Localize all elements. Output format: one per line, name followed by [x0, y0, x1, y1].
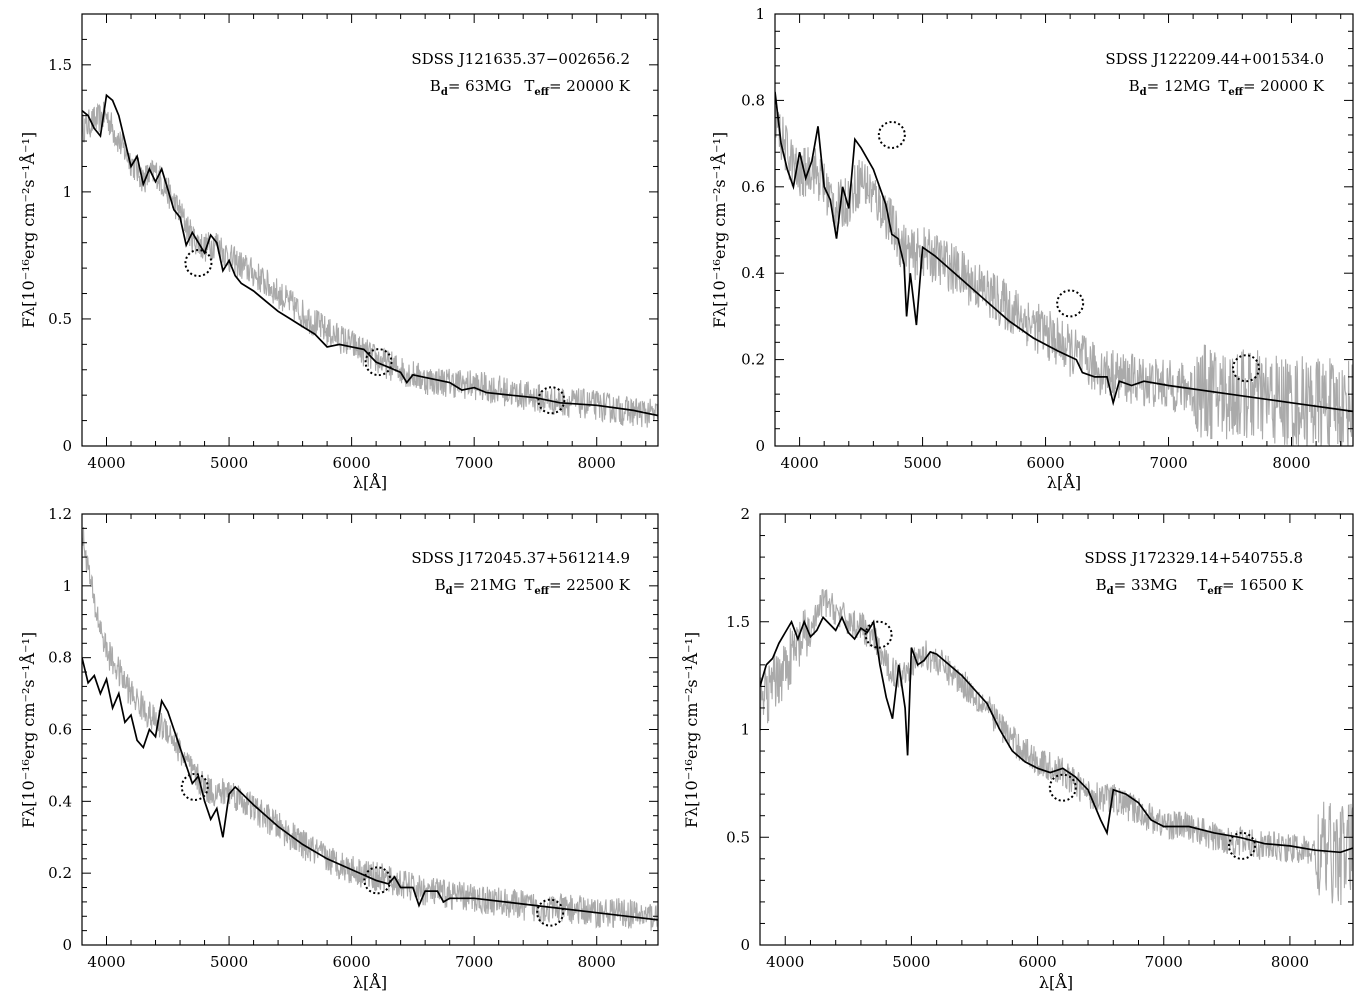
panel-sdss-j121635: SDSS J121635.37−002656.2 Bd= 63MG Teff= …: [18, 13, 659, 492]
y-tick-label: 1.5: [726, 613, 750, 631]
annotation-params: Bd= 21MG Teff= 22500 K: [435, 576, 631, 597]
y-tick-label: 1: [755, 5, 765, 23]
x-tick-label: 6000: [333, 953, 371, 971]
x-tick-label: 8000: [1271, 953, 1309, 971]
x-tick-label: 5000: [210, 454, 248, 472]
x-tick-label: 5000: [892, 953, 930, 971]
y-tick-label: 0.2: [48, 864, 72, 882]
y-tick-label: 0.8: [48, 649, 72, 667]
x-axis-label: λ[Å]: [1039, 972, 1073, 992]
x-axis-label: λ[Å]: [1047, 472, 1081, 492]
y-tick-label: 1.5: [48, 56, 72, 74]
feature-circle: [184, 249, 213, 278]
feature-circle: [363, 866, 392, 895]
plot-frame: [81, 13, 659, 447]
y-tick-label: 0.6: [48, 721, 72, 739]
panel-sdss-j172329: SDSS J172329.14+540755.8 Bd= 33MG Teff= 1…: [681, 505, 1354, 992]
feature-circle: [864, 620, 893, 649]
y-axis-label: Fλ[10⁻¹⁶erg cm⁻²s⁻¹Å⁻¹]: [709, 132, 729, 328]
y-tick-label: 0.5: [48, 310, 72, 328]
x-axis-label: λ[Å]: [353, 972, 387, 992]
x-tick-label: 4000: [766, 953, 804, 971]
y-tick-label: 0: [62, 437, 72, 455]
observed-spectrum: [82, 101, 658, 428]
feature-circle: [877, 120, 906, 149]
observed-spectrum: [760, 588, 1353, 906]
x-tick-label: 4000: [87, 454, 125, 472]
annotation-object: SDSS J172329.14+540755.8: [1084, 549, 1303, 567]
annotation-object: SDSS J121635.37−002656.2: [411, 50, 630, 68]
y-tick-label: 1: [62, 183, 72, 201]
annotation-params: Bd= 63MG Teff= 20000 K: [430, 77, 631, 98]
feature-circle: [1232, 354, 1261, 383]
x-tick-label: 7000: [1149, 454, 1187, 472]
panel-sdss-j172045: SDSS J172045.37+561214.9 Bd= 21MG Teff= 2…: [18, 505, 659, 992]
annotation-object: SDSS J172045.37+561214.9: [411, 549, 630, 567]
y-tick-label: 0.8: [741, 91, 765, 109]
x-tick-label: 6000: [1026, 454, 1064, 472]
feature-circle: [1048, 773, 1077, 802]
x-tick-label: 4000: [87, 953, 125, 971]
y-tick-label: 0: [740, 936, 750, 954]
x-tick-label: 7000: [1145, 953, 1183, 971]
x-tick-label: 7000: [455, 953, 493, 971]
feature-circle: [537, 386, 566, 415]
x-tick-label: 8000: [578, 953, 616, 971]
y-tick-label: 0.2: [741, 351, 765, 369]
y-tick-label: 1: [740, 721, 750, 739]
model-spectrum: [82, 93, 658, 417]
x-tick-label: 8000: [1272, 454, 1310, 472]
y-tick-label: 1: [62, 577, 72, 595]
y-axis-label: Fλ[10⁻¹⁶erg cm⁻²s⁻¹Å⁻¹]: [681, 632, 701, 828]
feature-circle: [1056, 289, 1085, 318]
x-tick-label: 4000: [781, 454, 819, 472]
y-tick-label: 0: [755, 437, 765, 455]
model-spectrum: [775, 91, 1353, 413]
y-axis-label: Fλ[10⁻¹⁶erg cm⁻²s⁻¹Å⁻¹]: [18, 132, 38, 328]
x-tick-label: 6000: [1018, 953, 1056, 971]
feature-circle: [1227, 831, 1256, 860]
feature-circle: [180, 772, 209, 801]
annotation-params: Bd= 12MG Teff= 20000 K: [1129, 77, 1325, 98]
annotation-params: Bd= 33MG Teff= 16500 K: [1096, 576, 1304, 597]
model-spectrum: [760, 615, 1353, 854]
panel-sdss-j122209: SDSS J122209.44+001534.0 Bd= 12MG Teff= 2…: [709, 5, 1354, 492]
model-spectrum: [82, 657, 658, 921]
observed-spectrum: [775, 106, 1353, 446]
feature-circle: [364, 348, 393, 377]
x-axis-label: λ[Å]: [353, 472, 387, 492]
x-tick-label: 6000: [333, 454, 371, 472]
feature-circle: [536, 898, 565, 927]
annotation-object: SDSS J122209.44+001534.0: [1105, 50, 1324, 68]
x-tick-label: 5000: [903, 454, 941, 472]
y-axis-label: Fλ[10⁻¹⁶erg cm⁻²s⁻¹Å⁻¹]: [18, 632, 38, 828]
x-tick-label: 5000: [210, 953, 248, 971]
y-tick-label: 0.4: [48, 792, 72, 810]
y-tick-label: 0.6: [741, 178, 765, 196]
y-tick-label: 0: [62, 936, 72, 954]
plot-frame: [774, 13, 1354, 447]
y-tick-label: 0.4: [741, 264, 765, 282]
x-tick-label: 8000: [578, 454, 616, 472]
x-tick-label: 7000: [455, 454, 493, 472]
y-tick-label: 1.2: [48, 505, 72, 523]
y-tick-label: 2: [740, 505, 750, 523]
y-tick-label: 0.5: [726, 828, 750, 846]
